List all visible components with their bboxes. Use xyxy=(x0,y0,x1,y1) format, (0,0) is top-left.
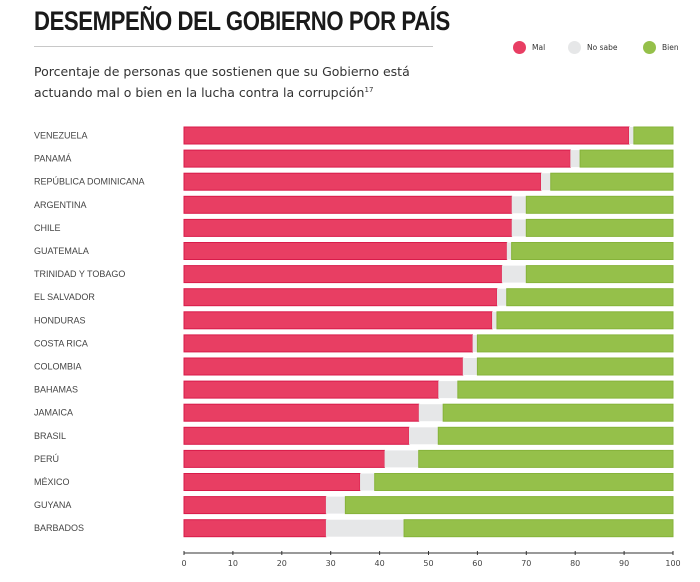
bar-segment-bien xyxy=(579,149,674,168)
bar-segment-no-sabe xyxy=(540,173,551,191)
x-tick-label: 20 xyxy=(277,559,287,568)
bar-segment-mal xyxy=(183,149,571,168)
bar-segment-no-sabe xyxy=(492,311,497,329)
category-label: REPÚBLICA DOMINICANA xyxy=(34,177,145,187)
bar-segment-mal xyxy=(183,126,630,145)
bar-segment-bien xyxy=(496,311,674,330)
bar-segment-no-sabe xyxy=(511,219,527,237)
legend-swatch-mal xyxy=(513,41,526,54)
subtitle-text: Porcentaje de personas que sostienen que… xyxy=(34,64,410,100)
x-tick-label: 60 xyxy=(472,559,482,568)
bar-segment-no-sabe xyxy=(506,242,512,260)
chart-title: DESEMPEÑO DEL GOBIERNO POR PAÍS xyxy=(34,6,450,36)
bar-segment-mal xyxy=(183,172,542,191)
bar-segment-no-sabe xyxy=(496,288,507,306)
x-tick-label: 80 xyxy=(570,559,580,568)
bar-segment-mal xyxy=(183,403,420,422)
bar-segment-no-sabe xyxy=(438,381,458,399)
bar-segment-bien xyxy=(633,126,674,145)
chart-subtitle: Porcentaje de personas que sostienen que… xyxy=(34,63,454,102)
bar-segment-no-sabe xyxy=(408,427,439,445)
category-label: BRASIL xyxy=(34,431,66,441)
bar-segment-no-sabe xyxy=(325,519,405,537)
bar-segment-mal xyxy=(183,380,439,399)
bar-segment-no-sabe xyxy=(511,196,527,214)
bar-segment-no-sabe xyxy=(325,496,346,514)
bar-segment-mal xyxy=(183,218,513,237)
bar-segment-mal xyxy=(183,473,361,491)
category-label: GUYANA xyxy=(34,500,71,510)
bar-segment-bien xyxy=(344,496,674,515)
bar-segment-bien xyxy=(457,380,674,399)
category-label: TRINIDAD Y TOBAGO xyxy=(34,269,125,279)
bar-segment-bien xyxy=(525,265,674,284)
bar-segment-mal xyxy=(183,311,493,330)
bar-segment-mal xyxy=(183,449,385,468)
x-tick-label: 90 xyxy=(619,559,629,568)
bar-segment-mal xyxy=(183,265,503,284)
bar-segment-no-sabe xyxy=(472,334,478,352)
category-label: BARBADOS xyxy=(34,523,84,533)
bar-segment-mal xyxy=(183,519,327,538)
legend-label-bien: Bien xyxy=(662,43,679,52)
footnote-marker: 17 xyxy=(364,86,374,94)
category-label: COLOMBIA xyxy=(34,362,82,372)
x-tick-label: 30 xyxy=(326,559,336,568)
bar-segment-mal xyxy=(183,242,508,260)
x-tick-label: 100 xyxy=(665,559,680,568)
category-label: PANAMÁ xyxy=(34,154,71,164)
bar-segment-bien xyxy=(476,334,674,353)
x-tick-label: 10 xyxy=(228,559,238,568)
category-label: BAHAMAS xyxy=(34,385,78,395)
category-label: MÉXICO xyxy=(34,477,70,487)
legend-item-no-sabe: No sabe xyxy=(568,41,617,54)
legend-label-no-sabe: No sabe xyxy=(587,43,618,52)
category-label: EL SALVADOR xyxy=(34,292,95,302)
bar-segment-mal xyxy=(183,195,513,214)
bar-segment-bien xyxy=(511,242,674,260)
bar-segment-mal xyxy=(183,357,464,376)
category-label: JAMAICA xyxy=(34,408,73,418)
x-tick-label: 70 xyxy=(521,559,531,568)
bar-segment-bien xyxy=(374,473,674,491)
bar-segment-bien xyxy=(442,403,674,422)
bar-segment-no-sabe xyxy=(570,150,581,168)
bar-segment-mal xyxy=(183,496,327,515)
legend-item-bien: Bien xyxy=(643,41,679,54)
x-tick-label: 50 xyxy=(423,559,433,568)
bar-segment-no-sabe xyxy=(462,358,478,375)
legend: Mal No sabe Bien xyxy=(0,41,700,61)
bar-segment-bien xyxy=(550,172,674,191)
bar-segment-bien xyxy=(506,288,674,307)
bar-segment-no-sabe xyxy=(384,450,419,468)
bar-segment-mal xyxy=(183,288,498,307)
bar-segment-no-sabe xyxy=(360,473,375,491)
category-label: HONDURAS xyxy=(34,315,86,325)
bar-segment-no-sabe xyxy=(501,265,527,283)
category-label: CHILE xyxy=(34,223,61,233)
bar-segment-bien xyxy=(437,426,674,445)
category-label: COSTA RICA xyxy=(34,338,88,348)
legend-swatch-no-sabe xyxy=(568,41,581,54)
bar-segment-no-sabe xyxy=(628,127,634,144)
x-tick-label: 0 xyxy=(181,559,186,568)
category-label: ARGENTINA xyxy=(34,200,87,210)
bar-segment-no-sabe xyxy=(418,404,444,422)
bar-segment-bien xyxy=(418,449,674,468)
bar-segment-mal xyxy=(183,334,474,353)
bar-segment-bien xyxy=(525,218,674,237)
bar-segment-bien xyxy=(525,195,674,214)
legend-item-mal: Mal xyxy=(513,41,545,54)
legend-label-mal: Mal xyxy=(532,43,546,52)
bar-segment-mal xyxy=(183,426,410,445)
title-divider xyxy=(34,46,433,47)
category-label: VENEZUELA xyxy=(34,131,88,141)
bar-segment-bien xyxy=(403,519,674,538)
x-tick-label: 40 xyxy=(375,559,385,568)
legend-swatch-bien xyxy=(643,41,656,54)
category-label: GUATEMALA xyxy=(34,246,89,256)
bar-segment-bien xyxy=(476,357,674,376)
category-label: PERÚ xyxy=(34,454,59,464)
